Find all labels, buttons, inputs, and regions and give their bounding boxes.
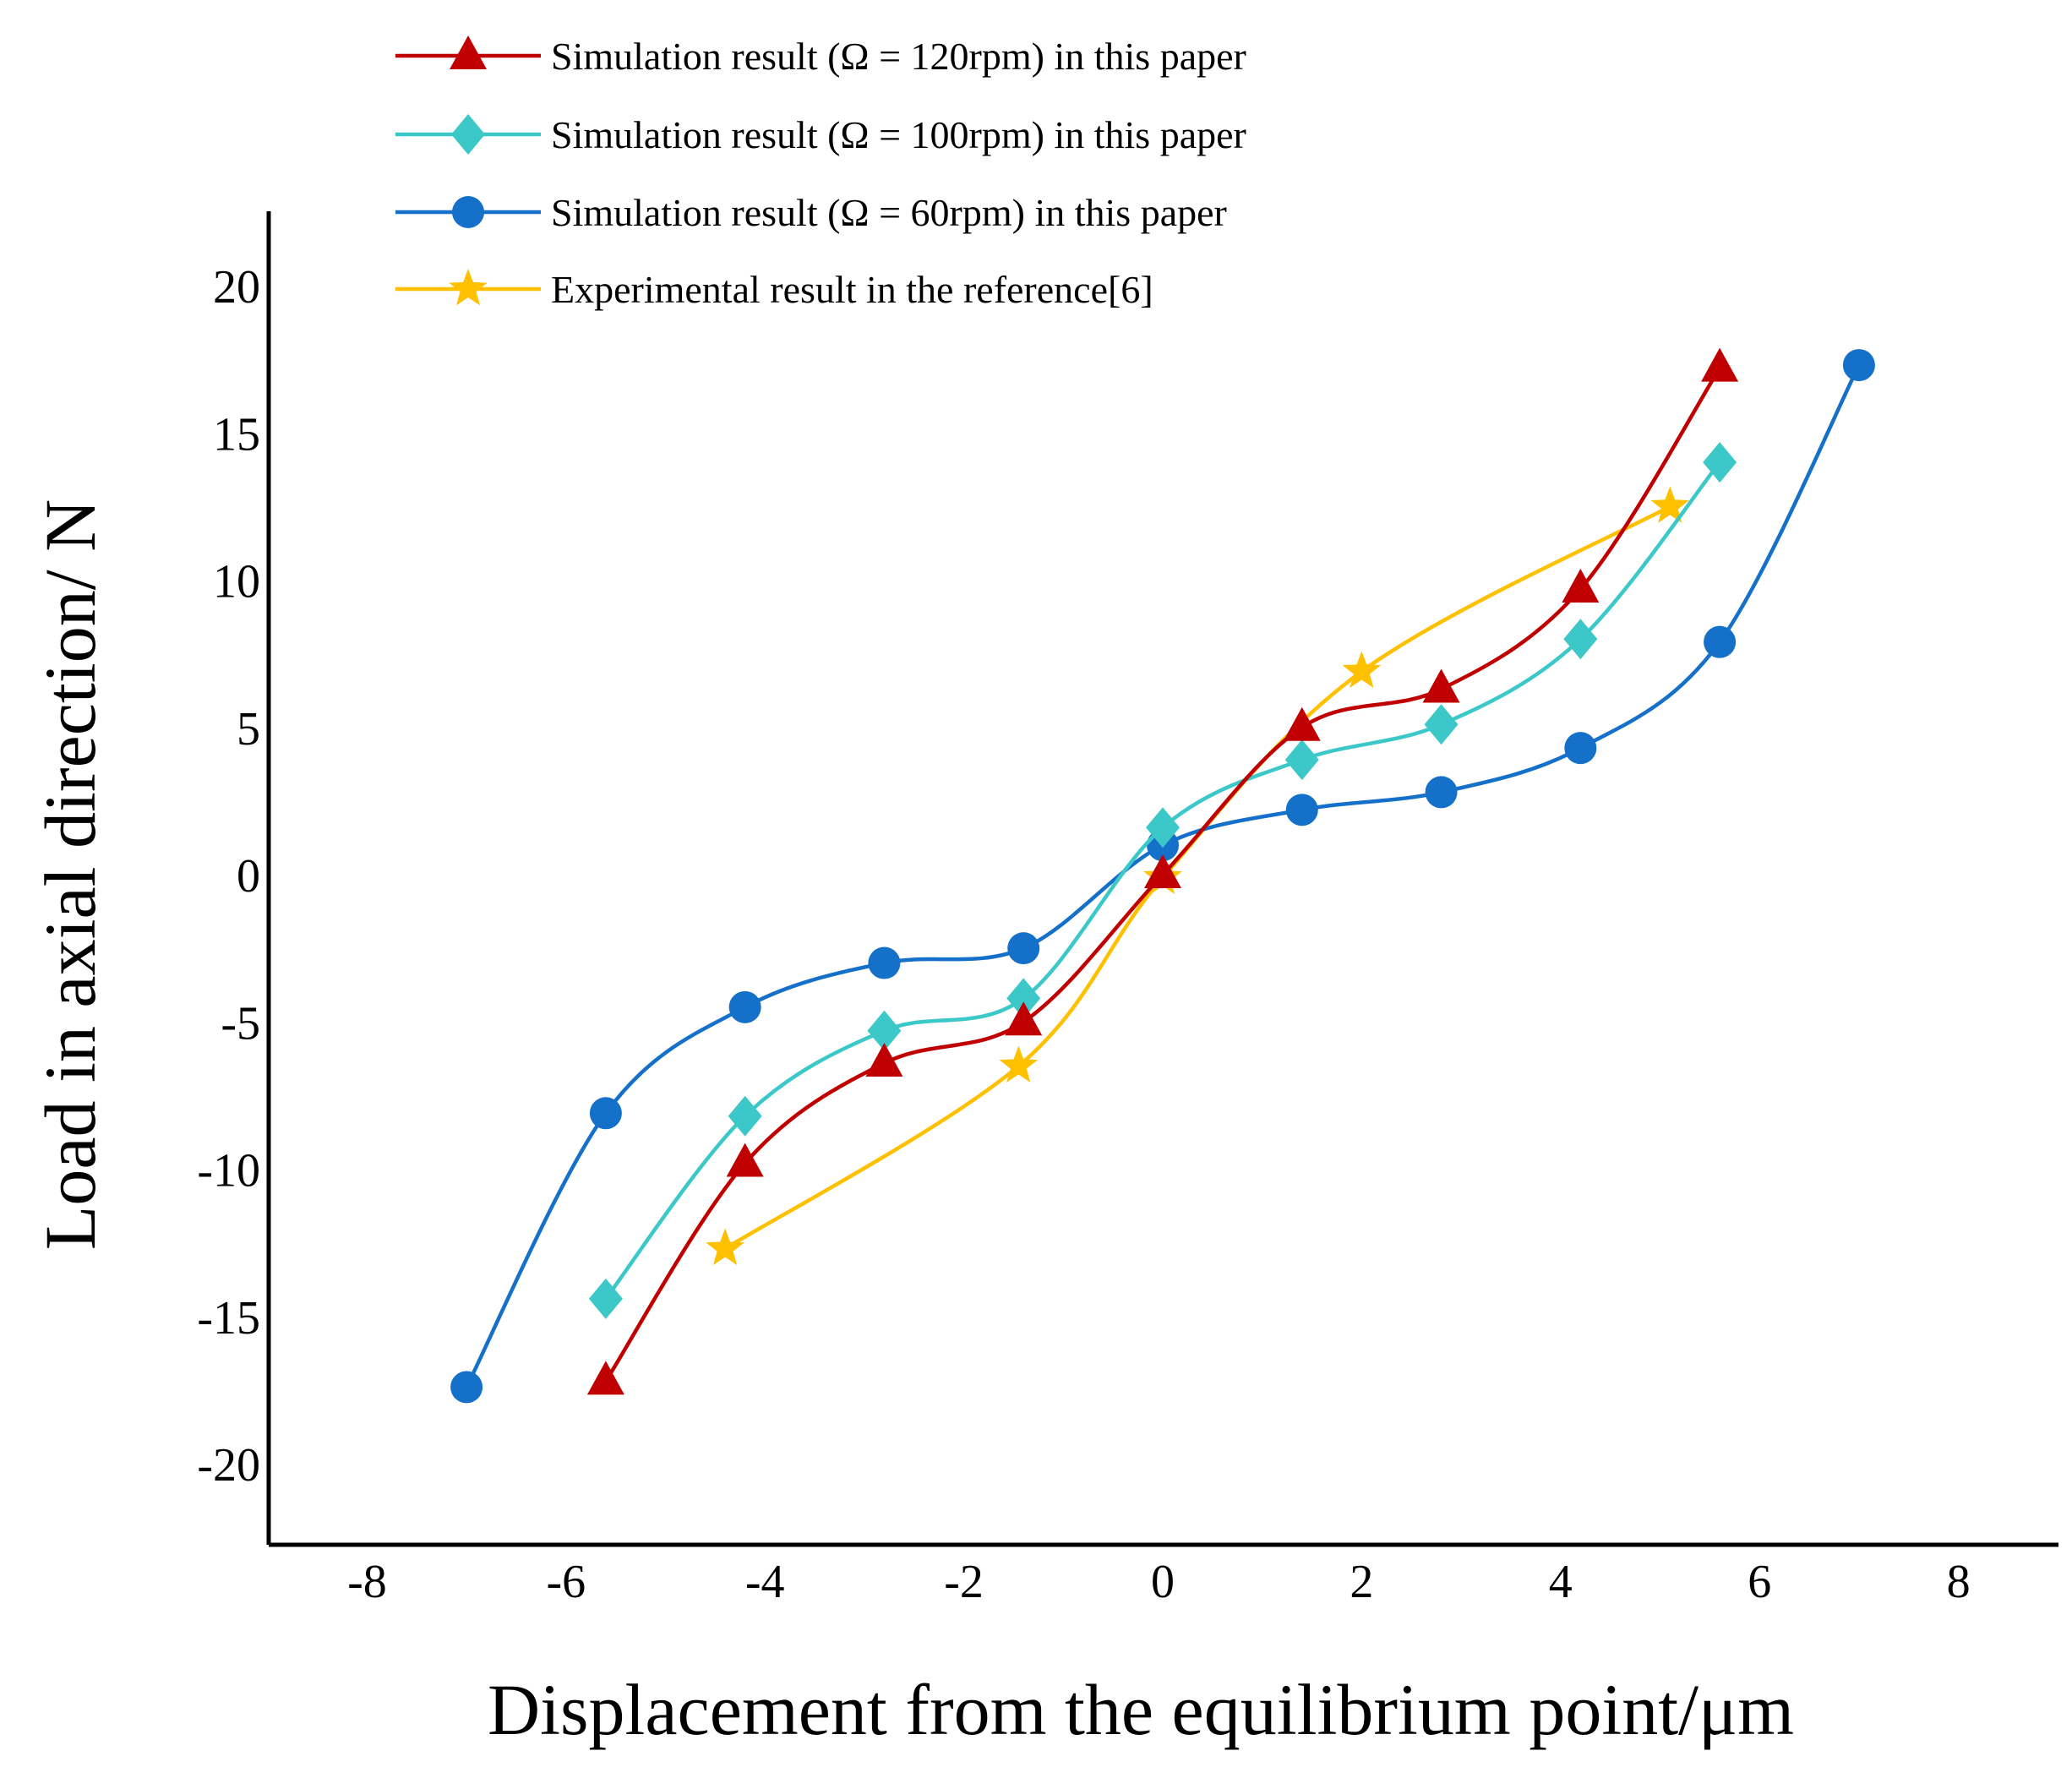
x-tick-label: 2: [1350, 1556, 1373, 1608]
data-point: [1146, 807, 1180, 848]
y-axis-label: Load in axial direction/ N: [30, 499, 111, 1250]
y-tick-label: 10: [213, 556, 260, 608]
legend-entry: Simulation result (Ω = 60rpm) in this pa…: [395, 191, 1227, 234]
legend-entry: Simulation result (Ω = 120rpm) in this p…: [395, 35, 1246, 78]
x-tick-label: -2: [944, 1556, 984, 1608]
legend-marker: [449, 269, 488, 306]
series-100rpm: [588, 442, 1737, 1319]
data-point: [1703, 442, 1737, 483]
series-experimental: [706, 486, 1690, 1265]
data-point: [1650, 486, 1690, 523]
data-point: [1283, 706, 1321, 741]
y-tick-label: -20: [197, 1439, 260, 1492]
data-point: [868, 946, 901, 979]
legend-label: Simulation result (Ω = 100rpm) in this p…: [551, 113, 1246, 156]
legend-entry: Experimental result in the reference[6]: [395, 268, 1153, 311]
data-point: [999, 1045, 1039, 1083]
data-point: [1422, 668, 1460, 703]
data-point: [1284, 739, 1319, 781]
y-tick-label: -10: [197, 1145, 260, 1197]
data-point: [1342, 651, 1382, 688]
legend-label: Simulation result (Ω = 60rpm) in this pa…: [551, 191, 1227, 234]
series-line: [723, 505, 1671, 1251]
data-point: [1701, 347, 1739, 382]
x-axis-label: Displacement from the equilibrium point/…: [488, 1669, 1794, 1750]
data-point: [450, 1371, 483, 1404]
series-120rpm: [586, 347, 1739, 1395]
data-point: [1005, 1001, 1043, 1036]
data-point: [1285, 794, 1318, 826]
data-point: [726, 1143, 764, 1177]
y-tick-label: 5: [237, 703, 260, 755]
data-point: [1564, 732, 1597, 765]
data-point: [1704, 625, 1737, 658]
data-point: [706, 1228, 744, 1265]
y-tick-label: 0: [237, 850, 260, 903]
data-point: [586, 1361, 624, 1395]
data-point: [1007, 932, 1040, 965]
data-point: [865, 1043, 903, 1077]
legend-entry: Simulation result (Ω = 100rpm) in this p…: [395, 113, 1246, 156]
x-tick-label: 8: [1947, 1556, 1971, 1608]
data-point: [867, 1010, 902, 1051]
data-point: [1006, 978, 1041, 1019]
legend-marker: [452, 196, 484, 228]
data-point: [1425, 776, 1458, 809]
legend-label: Experimental result in the reference[6]: [551, 268, 1153, 311]
legend-label: Simulation result (Ω = 120rpm) in this p…: [551, 35, 1246, 78]
data-point: [728, 990, 761, 1023]
x-tick-label: -6: [546, 1556, 586, 1608]
legend: Simulation result (Ω = 120rpm) in this p…: [395, 35, 1246, 311]
data-point: [588, 1278, 623, 1319]
x-tick-label: -8: [347, 1556, 387, 1608]
data-point: [728, 1095, 762, 1137]
x-tick-label: -4: [745, 1556, 785, 1608]
data-point: [1562, 568, 1600, 603]
data-point: [589, 1097, 622, 1130]
series-layer: [450, 347, 1875, 1404]
y-tick-label: -15: [197, 1292, 260, 1344]
data-point: [1563, 619, 1598, 660]
x-tick-label: 6: [1748, 1556, 1771, 1608]
data-point: [1842, 349, 1875, 382]
x-tick-label: 4: [1549, 1556, 1573, 1608]
x-tick-label: 0: [1151, 1556, 1175, 1608]
data-point: [1144, 854, 1181, 888]
y-tick-label: 15: [213, 408, 260, 461]
legend-marker: [450, 35, 487, 69]
legend-marker: [451, 114, 485, 155]
y-tick-label: -5: [221, 997, 260, 1050]
y-tick-label: 20: [213, 261, 260, 314]
data-point: [1424, 704, 1459, 745]
